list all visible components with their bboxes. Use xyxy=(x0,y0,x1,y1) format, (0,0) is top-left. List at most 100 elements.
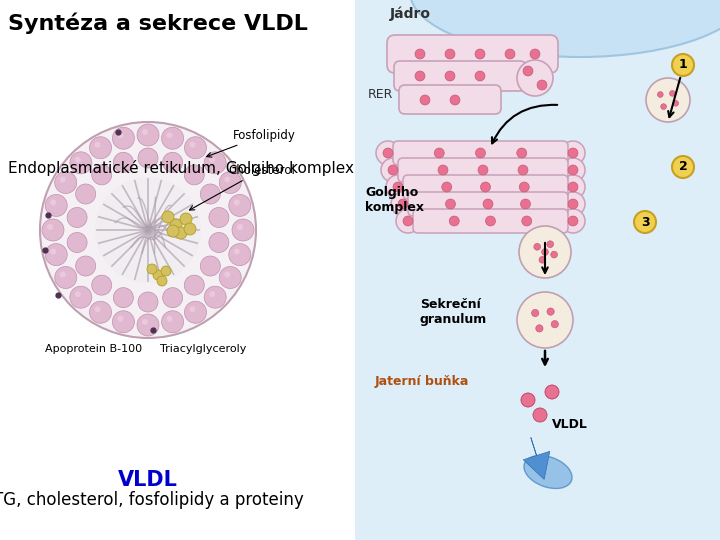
Circle shape xyxy=(568,165,578,175)
Circle shape xyxy=(420,95,430,105)
Circle shape xyxy=(521,393,535,407)
Circle shape xyxy=(234,199,240,205)
Circle shape xyxy=(450,95,460,105)
Circle shape xyxy=(398,199,408,209)
Circle shape xyxy=(475,148,485,158)
Text: Syntéza a sekrece VLDL: Syntéza a sekrece VLDL xyxy=(8,12,308,33)
Circle shape xyxy=(568,216,578,226)
Circle shape xyxy=(89,301,112,323)
Circle shape xyxy=(163,288,183,308)
Text: Sekreční
granulum: Sekreční granulum xyxy=(420,298,487,326)
Circle shape xyxy=(517,148,527,158)
Circle shape xyxy=(547,308,554,315)
Circle shape xyxy=(112,310,135,333)
Circle shape xyxy=(91,165,112,185)
Circle shape xyxy=(89,137,112,159)
Circle shape xyxy=(189,306,196,312)
Circle shape xyxy=(478,165,488,175)
Circle shape xyxy=(204,152,226,174)
Circle shape xyxy=(541,248,549,255)
Circle shape xyxy=(229,194,251,217)
Circle shape xyxy=(94,141,101,148)
Circle shape xyxy=(60,272,66,278)
Circle shape xyxy=(396,209,420,233)
Text: Jádro: Jádro xyxy=(390,6,431,21)
Circle shape xyxy=(166,316,173,322)
Circle shape xyxy=(531,309,539,316)
Circle shape xyxy=(76,184,96,204)
Circle shape xyxy=(537,80,547,90)
Text: VLDL: VLDL xyxy=(118,470,178,490)
Circle shape xyxy=(117,132,123,138)
Text: Triacylglyceroly: Triacylglyceroly xyxy=(160,344,246,354)
Circle shape xyxy=(75,291,81,297)
FancyArrowPatch shape xyxy=(523,437,550,480)
Text: Jaterní buňka: Jaterní buňka xyxy=(375,375,469,388)
FancyBboxPatch shape xyxy=(387,35,558,73)
Circle shape xyxy=(534,244,541,250)
Circle shape xyxy=(475,49,485,59)
Circle shape xyxy=(137,314,159,336)
Circle shape xyxy=(434,148,444,158)
Circle shape xyxy=(184,275,204,295)
Circle shape xyxy=(561,158,585,182)
Text: 3: 3 xyxy=(641,215,649,228)
Circle shape xyxy=(67,207,87,227)
Circle shape xyxy=(449,216,459,226)
Circle shape xyxy=(113,288,133,308)
Text: VLDL: VLDL xyxy=(552,418,588,431)
Circle shape xyxy=(475,71,485,81)
Circle shape xyxy=(220,172,241,193)
Circle shape xyxy=(76,256,96,276)
Circle shape xyxy=(545,385,559,399)
Circle shape xyxy=(403,216,413,226)
Circle shape xyxy=(55,172,77,193)
Circle shape xyxy=(166,132,173,138)
Circle shape xyxy=(568,148,578,158)
Circle shape xyxy=(518,165,528,175)
Circle shape xyxy=(42,219,64,241)
Text: Fosfolipidy: Fosfolipidy xyxy=(207,129,296,157)
Circle shape xyxy=(91,275,112,295)
Circle shape xyxy=(517,60,553,96)
Circle shape xyxy=(147,264,157,274)
Circle shape xyxy=(539,256,546,263)
Circle shape xyxy=(672,156,694,178)
Circle shape xyxy=(117,316,123,322)
Circle shape xyxy=(209,233,229,253)
Circle shape xyxy=(40,122,256,338)
Circle shape xyxy=(234,248,240,254)
Circle shape xyxy=(523,66,533,76)
FancyBboxPatch shape xyxy=(398,158,568,182)
Circle shape xyxy=(519,182,529,192)
Circle shape xyxy=(381,158,405,182)
Circle shape xyxy=(438,165,448,175)
Circle shape xyxy=(517,292,573,348)
Circle shape xyxy=(184,301,207,323)
Circle shape xyxy=(112,127,135,149)
Circle shape xyxy=(480,182,490,192)
FancyBboxPatch shape xyxy=(403,175,568,199)
Circle shape xyxy=(184,137,207,159)
FancyBboxPatch shape xyxy=(413,209,568,233)
Text: 2: 2 xyxy=(679,160,688,173)
Circle shape xyxy=(224,177,230,183)
Circle shape xyxy=(209,207,229,227)
Text: Apoprotein B-100: Apoprotein B-100 xyxy=(45,344,142,354)
Circle shape xyxy=(505,49,515,59)
Circle shape xyxy=(184,223,196,235)
Circle shape xyxy=(561,175,585,199)
Circle shape xyxy=(175,227,187,239)
Circle shape xyxy=(170,219,182,231)
Circle shape xyxy=(180,213,192,225)
Circle shape xyxy=(551,251,557,258)
Text: RER: RER xyxy=(368,87,393,100)
Circle shape xyxy=(204,286,226,308)
Circle shape xyxy=(521,199,531,209)
Circle shape xyxy=(94,306,101,312)
Circle shape xyxy=(386,175,410,199)
Circle shape xyxy=(561,192,585,216)
Circle shape xyxy=(530,49,540,59)
Circle shape xyxy=(200,256,220,276)
Circle shape xyxy=(113,152,133,172)
